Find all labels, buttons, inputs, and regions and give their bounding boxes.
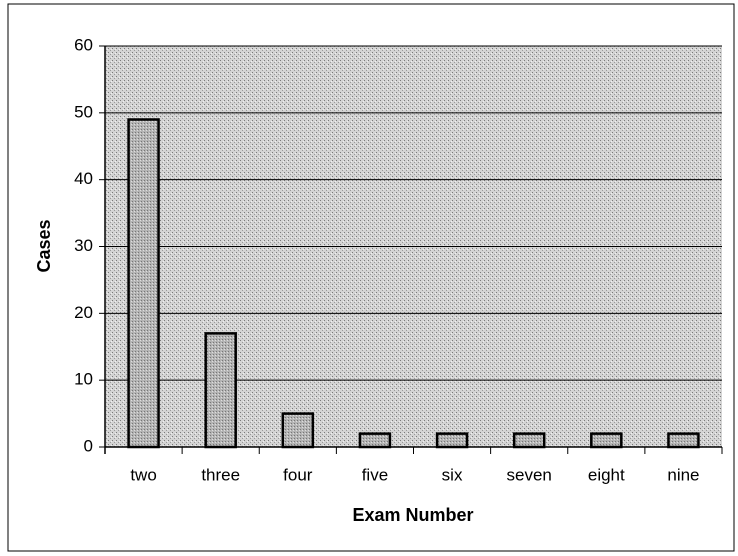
bar: [204, 332, 237, 449]
bar: [435, 432, 469, 449]
y-tick-label: 50: [74, 102, 93, 121]
y-tick-label: 10: [74, 370, 93, 389]
x-tick-label: seven: [507, 465, 552, 484]
x-tick-label: five: [362, 465, 388, 484]
y-tick-label: 40: [74, 169, 93, 188]
y-tick-label: 20: [74, 303, 93, 322]
y-tick-label: 0: [84, 436, 93, 455]
y-axis-title: Cases: [34, 219, 54, 272]
y-tick-label: 60: [74, 35, 93, 54]
bar: [512, 432, 546, 449]
bar: [667, 432, 700, 449]
bar: [281, 412, 315, 449]
x-tick-label: nine: [667, 465, 699, 484]
bar: [358, 432, 392, 449]
x-tick-label: eight: [588, 465, 625, 484]
x-tick-label: six: [442, 465, 463, 484]
bar: [590, 432, 623, 449]
y-tick-label: 30: [74, 236, 93, 255]
x-tick-label: two: [130, 465, 156, 484]
x-tick-label: three: [201, 465, 240, 484]
x-tick-label: four: [283, 465, 313, 484]
x-axis-title: Exam Number: [352, 505, 473, 525]
bar: [127, 118, 160, 449]
